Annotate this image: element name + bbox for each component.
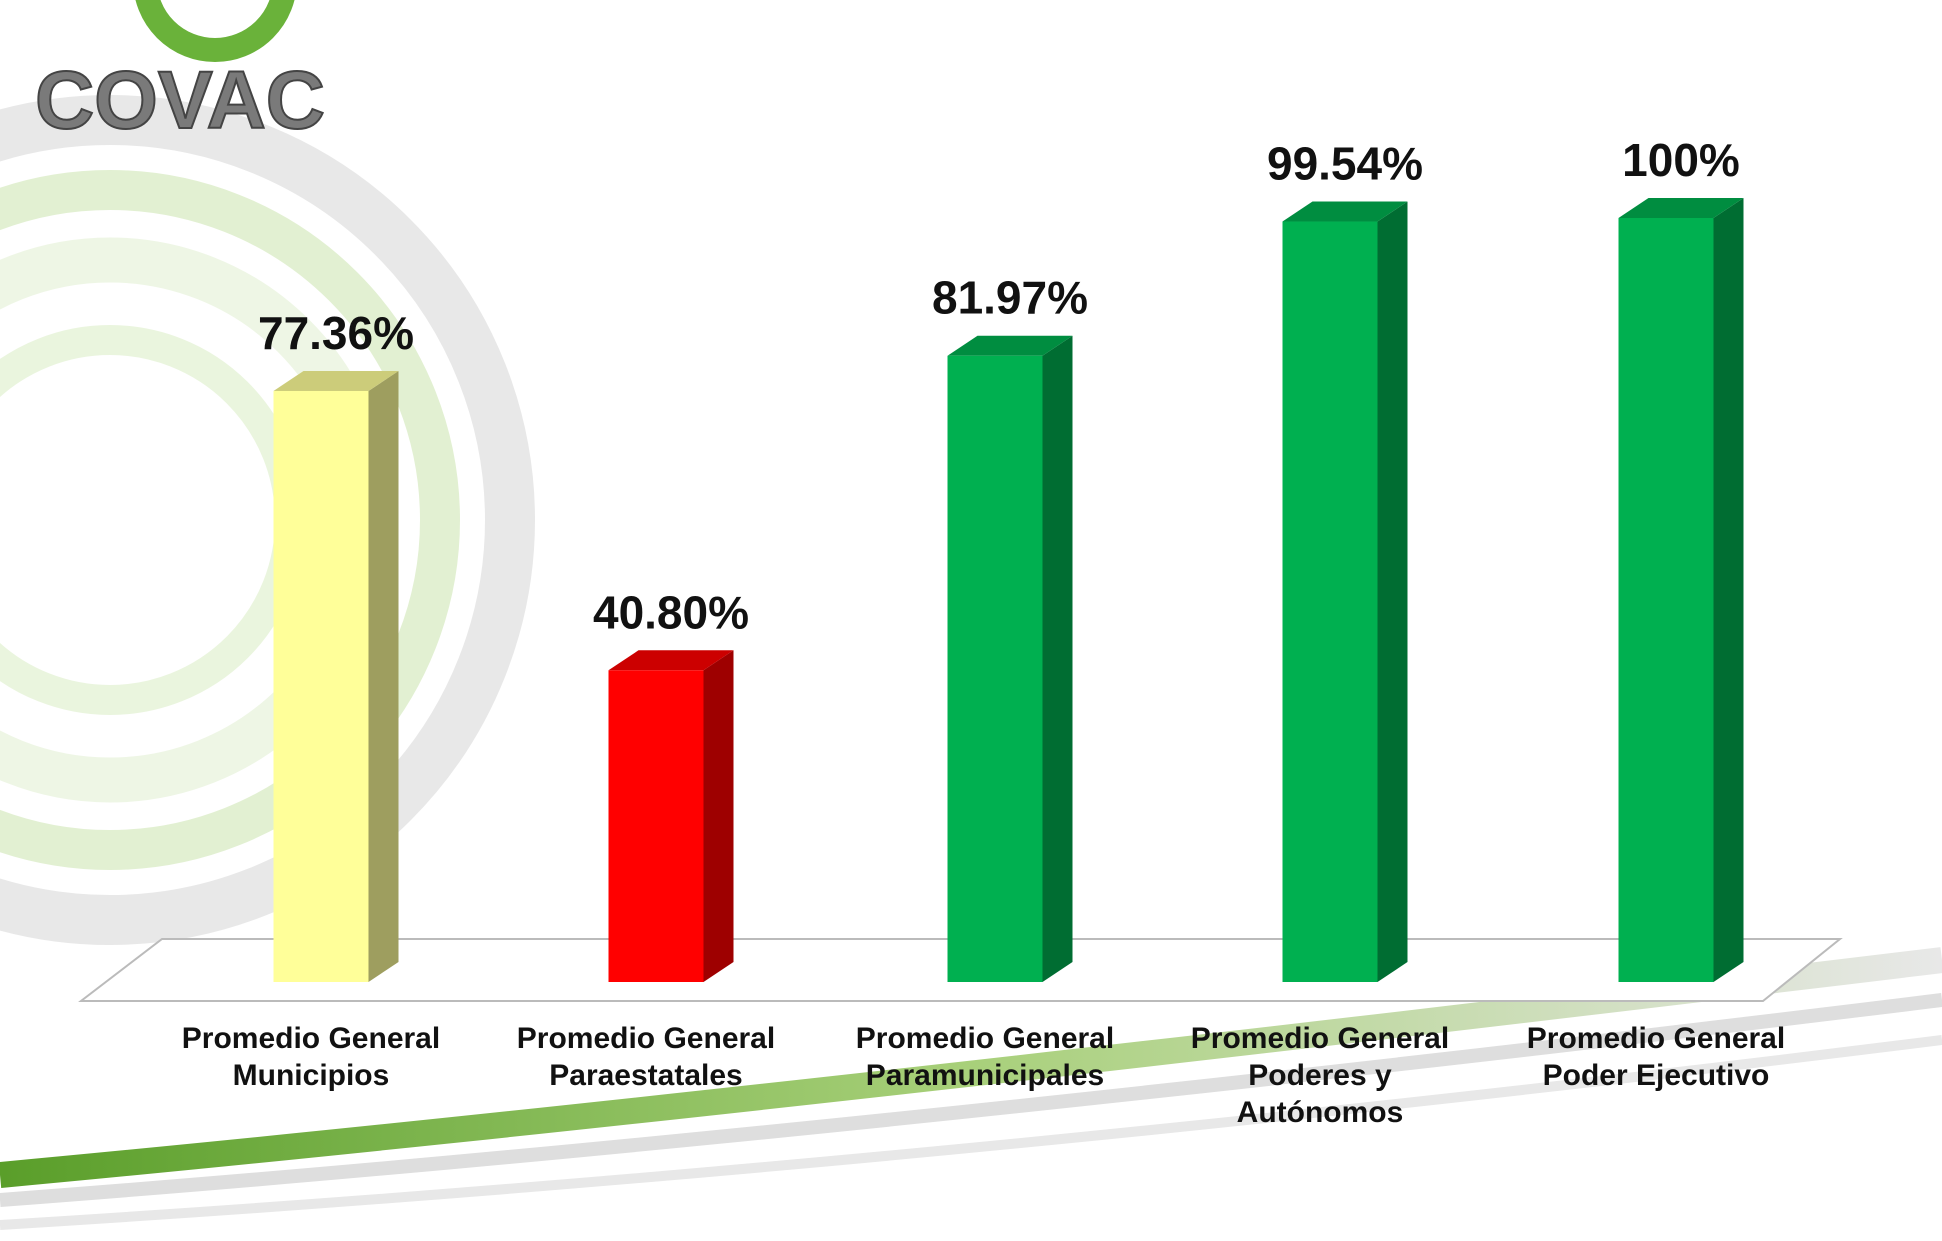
bar-top [273, 370, 399, 391]
bar-top [947, 335, 1073, 356]
value-label: 100% [1622, 134, 1740, 186]
bar [1618, 218, 1714, 982]
value-label: 77.36% [258, 307, 414, 359]
logo: COVAC [34, 0, 326, 147]
bar-side [1377, 201, 1408, 982]
bar-side [1042, 335, 1073, 982]
logo-text: COVAC [35, 55, 325, 146]
bar-top [1282, 201, 1408, 222]
bar-side [1713, 198, 1744, 982]
x-tick-label: Promedio General Paramunicipales [855, 1022, 1115, 1092]
value-label: 81.97% [932, 272, 1088, 324]
x-tick-label: Promedio General Municipios [181, 1022, 441, 1092]
x-tick-label: Promedio General Poder Ejecutivo [1526, 1022, 1786, 1092]
bar-top [1618, 198, 1744, 218]
bar-top [608, 650, 734, 671]
bar-side [368, 370, 399, 982]
value-label: 99.54% [1267, 138, 1423, 190]
bar [1282, 221, 1378, 982]
bar [608, 670, 704, 982]
x-tick-label: Promedio General Poderes y Autónomos [1190, 1022, 1450, 1129]
bar [273, 390, 369, 982]
value-label: 40.80% [593, 586, 749, 638]
x-tick-label: Promedio General Paraestatales [516, 1022, 776, 1092]
bar [947, 355, 1043, 982]
bar-side [703, 650, 734, 982]
